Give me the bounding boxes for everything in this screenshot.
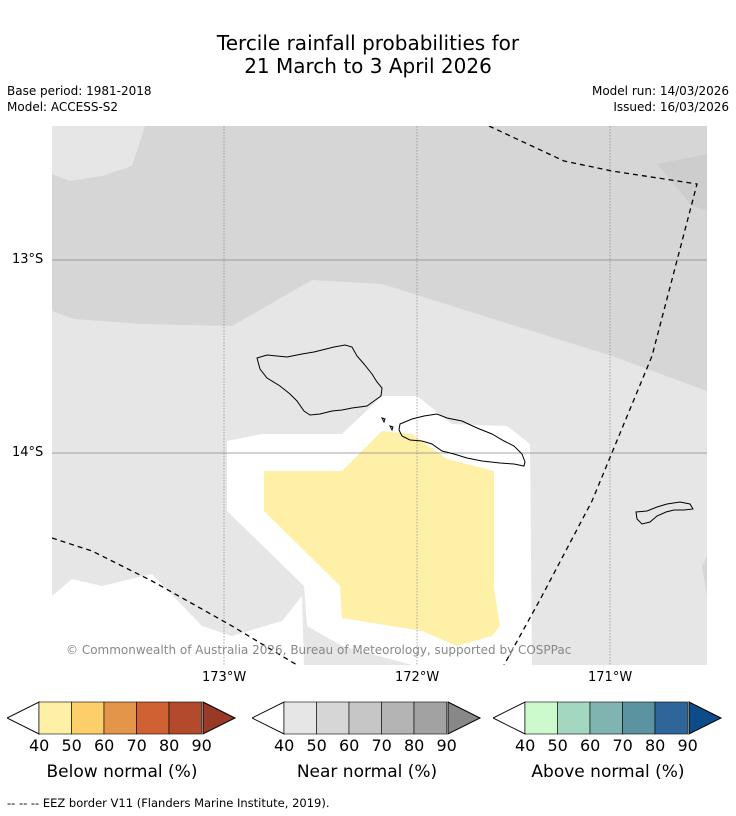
- lat-label-14s: 14°S: [12, 445, 44, 460]
- near-normal-upper-arrow: [447, 701, 482, 735]
- below-normal-upper-arrow: [202, 701, 237, 735]
- near-normal-tick: 60: [339, 736, 360, 755]
- above-normal-tick: 80: [645, 736, 666, 755]
- near-normal-tick: 90: [436, 736, 457, 755]
- below-normal-colorbar: [7, 701, 237, 735]
- map-title-line2: 21 March to 3 April 2026: [244, 54, 492, 78]
- below-normal-swatch: [136, 701, 170, 735]
- above-normal-upper-arrow: [688, 701, 723, 735]
- islet-outline: [381, 417, 386, 424]
- copyright-text: © Commonwealth of Australia 2026, Bureau…: [66, 643, 571, 657]
- above-normal-swatch: [589, 701, 623, 735]
- below-normal-tick: 50: [61, 736, 82, 755]
- above-normal-swatch: [557, 701, 591, 735]
- upolu-island-outline: [398, 413, 526, 467]
- model-name: Model: ACCESS-S2: [7, 100, 119, 114]
- below-normal-tick: 90: [191, 736, 212, 755]
- near-normal-50-60-north-region: [52, 126, 707, 391]
- lon-label-171w: 171°W: [588, 670, 633, 685]
- near-normal-lower-arrow: [252, 701, 285, 735]
- near-normal-swatches: [283, 701, 447, 735]
- map-svg: © Commonwealth of Australia 2026, Bureau…: [52, 126, 707, 665]
- above-normal-label: Above normal (%): [531, 762, 685, 782]
- below-normal-lower-arrow: [7, 701, 40, 735]
- below-normal-swatch: [71, 701, 105, 735]
- map-title-line1: Tercile rainfall probabilities for: [216, 31, 520, 55]
- eez-footer-note: -- -- -- EEZ border V11 (Flanders Marine…: [7, 796, 330, 810]
- near-normal-tick: 40: [274, 736, 295, 755]
- tutuila-island-outline: [635, 501, 694, 525]
- below-normal-tick: 40: [29, 736, 50, 755]
- above-normal-tick: 90: [677, 736, 698, 755]
- issued-date: Issued: 16/03/2026: [613, 100, 729, 114]
- near-normal-swatch: [283, 701, 317, 735]
- above-normal-tick: 40: [515, 736, 536, 755]
- above-normal-swatch: [654, 701, 688, 735]
- near-normal-tick: 80: [404, 736, 425, 755]
- above-normal-tick: 60: [580, 736, 601, 755]
- below-normal-tick: 80: [159, 736, 180, 755]
- below-normal-swatches: [38, 701, 202, 735]
- below-normal-swatch: [103, 701, 137, 735]
- model-run: Model run: 14/03/2026: [591, 84, 729, 98]
- above-normal-colorbar: [493, 701, 723, 735]
- above-normal-swatch: [622, 701, 656, 735]
- lon-label-172w: 172°W: [395, 670, 440, 685]
- above-normal-tick: 70: [612, 736, 633, 755]
- near-normal-swatch: [381, 701, 415, 735]
- lon-label-173w: 173°W: [202, 670, 247, 685]
- below-normal-swatch: [38, 701, 72, 735]
- no-dominant-south-region: [52, 574, 304, 665]
- near-normal-swatch: [316, 701, 350, 735]
- below-normal-tick: 70: [126, 736, 147, 755]
- below-normal-swatch: [168, 701, 202, 735]
- near-normal-label: Near normal (%): [296, 762, 438, 782]
- savaii-island-outline: [256, 344, 383, 416]
- above-normal-tick: 50: [547, 736, 568, 755]
- islet-outline: [389, 425, 394, 432]
- near-normal-tick: 50: [306, 736, 327, 755]
- near-normal-edge: [702, 556, 707, 596]
- near-normal-swatch: [413, 701, 447, 735]
- above-normal-lower-arrow: [493, 701, 526, 735]
- base-period: Base period: 1981-2018: [7, 84, 152, 98]
- below-normal-40-50-region: [264, 431, 500, 646]
- forecast-map: © Commonwealth of Australia 2026, Bureau…: [52, 126, 707, 665]
- above-normal-swatch: [524, 701, 558, 735]
- eez-border-southwest: [52, 537, 298, 665]
- below-normal-tick: 60: [94, 736, 115, 755]
- above-normal-swatches: [524, 701, 688, 735]
- near-normal-colorbar: [252, 701, 482, 735]
- below-normal-label: Below normal (%): [46, 762, 198, 782]
- lat-label-13s: 13°S: [12, 252, 44, 267]
- near-normal-swatch: [348, 701, 382, 735]
- near-normal-tick: 70: [371, 736, 392, 755]
- eez-border-east: [488, 126, 698, 665]
